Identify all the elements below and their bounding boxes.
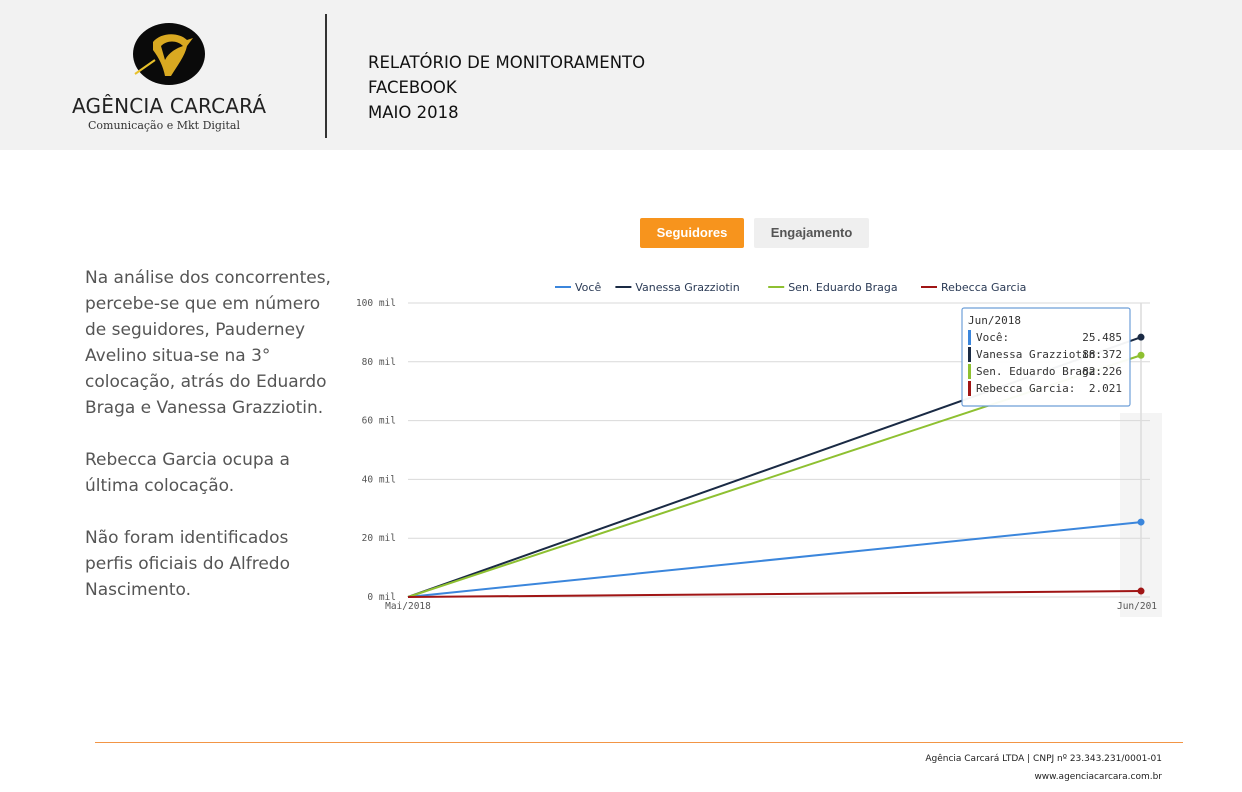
report-header: AGÊNCIA CARCARÁ Comunicação e Mkt Digita…: [0, 0, 1242, 150]
analysis-paragraph: Na análise dos concorrentes, percebe-se …: [85, 268, 331, 418]
tooltip-swatch: [968, 381, 971, 396]
brand-name: AGÊNCIA CARCARÁ: [72, 94, 267, 118]
brand-tagline: Comunicação e Mkt Digital: [88, 119, 240, 132]
report-title: RELATÓRIO DE MONITORAMENTO FACEBOOK MAIO…: [368, 50, 645, 125]
tooltip-value: 82.226: [1082, 365, 1122, 378]
carcara-bird-logo: [133, 23, 205, 85]
header-divider: [325, 14, 327, 138]
tooltip-label: Vanessa Grazziotin:: [976, 348, 1102, 361]
tooltip-label: Sen. Eduardo Braga:: [976, 365, 1102, 378]
tab-seguidores[interactable]: Seguidores: [640, 218, 744, 248]
tooltip-label: Você:: [976, 331, 1009, 344]
tooltip-value: 88.372: [1082, 348, 1122, 361]
y-tick-label: 20 mil: [362, 533, 396, 544]
tooltip-value: 2.021: [1089, 382, 1122, 395]
data-point: [1137, 333, 1145, 341]
data-point: [1137, 587, 1145, 595]
analysis-paragraph: Rebecca Garcia ocupa a última colocação.: [85, 450, 290, 496]
legend-item: Vanessa Grazziotin: [635, 281, 739, 294]
series-line: [407, 590, 1142, 598]
legend-item: Rebecca Garcia: [941, 281, 1026, 294]
footer-divider: [95, 742, 1183, 743]
x-tick-label: Mai/2018: [385, 601, 431, 612]
footer-website[interactable]: www.agenciacarcara.com.br: [1034, 772, 1162, 782]
tab-engajamento[interactable]: Engajamento: [754, 218, 869, 248]
analysis-text: Na análise dos concorrentes, percebe-se …: [85, 265, 335, 629]
y-tick-label: 40 mil: [362, 474, 396, 485]
followers-line-chart: 0 mil 20 mil 40 mil 60 mil 80 mil 100 mil Mai/…: [356, 281, 1162, 617]
tooltip-box: [961, 307, 1131, 407]
report-title-line: RELATÓRIO DE MONITORAMENTO: [368, 53, 646, 72]
tooltip-value: 25.485: [1082, 331, 1122, 344]
report-title-line: FACEBOOK: [368, 78, 457, 97]
series-line: [407, 521, 1142, 598]
y-tick-label: 100 mil: [356, 298, 396, 309]
tooltip-title: Jun/2018: [968, 314, 1021, 327]
footer-company: Agência Carcará LTDA | CNPJ nº 23.343.23…: [925, 754, 1162, 764]
tooltip-swatch: [968, 347, 971, 362]
y-tick-label: 0 mil: [367, 592, 396, 603]
y-tick-label: 80 mil: [362, 357, 396, 368]
tooltip-swatch: [968, 364, 971, 379]
analysis-paragraph: Não foram identificados perfis oficiais …: [85, 528, 290, 600]
tooltip-label: Rebecca Garcia:: [976, 382, 1075, 395]
x-tick-label: Jun/201: [1117, 601, 1157, 612]
data-point: [1137, 518, 1145, 526]
tooltip-swatch: [968, 330, 971, 345]
legend-item: Sen. Eduardo Braga: [788, 281, 897, 294]
y-tick-label: 60 mil: [362, 416, 396, 427]
report-title-line: MAIO 2018: [368, 103, 459, 122]
data-point: [1137, 351, 1145, 359]
legend-item: Você: [575, 281, 601, 294]
